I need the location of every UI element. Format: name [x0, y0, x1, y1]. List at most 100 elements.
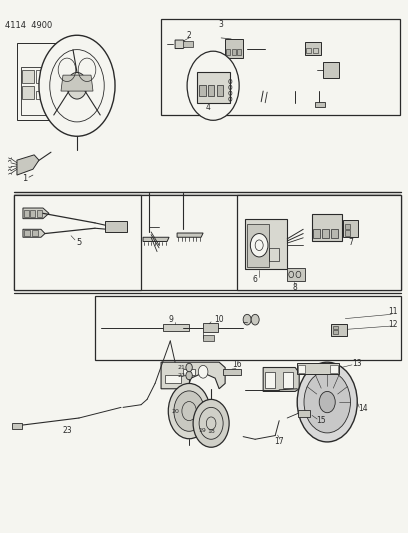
Bar: [333, 330, 339, 334]
Circle shape: [187, 51, 239, 120]
Text: 20: 20: [171, 409, 179, 414]
Bar: [223, 369, 241, 375]
Text: 18: 18: [207, 429, 215, 434]
Bar: [22, 70, 34, 83]
Bar: [330, 365, 338, 373]
Circle shape: [243, 314, 251, 325]
Bar: [208, 85, 214, 96]
Text: 6: 6: [253, 275, 257, 284]
Circle shape: [251, 314, 259, 325]
Text: 10: 10: [214, 315, 224, 324]
Bar: [343, 220, 359, 237]
Bar: [14, 195, 141, 290]
Circle shape: [168, 383, 210, 439]
Bar: [36, 91, 42, 99]
Polygon shape: [263, 368, 299, 391]
Bar: [226, 49, 231, 55]
Circle shape: [198, 366, 208, 378]
Text: 22: 22: [177, 373, 185, 378]
Bar: [203, 324, 218, 332]
Bar: [345, 224, 350, 229]
Text: 3: 3: [219, 20, 224, 29]
Bar: [217, 85, 223, 96]
Circle shape: [186, 371, 192, 379]
Text: 13: 13: [353, 359, 362, 368]
Bar: [163, 324, 189, 332]
Text: 17: 17: [274, 438, 284, 447]
Bar: [287, 268, 305, 281]
Polygon shape: [23, 208, 49, 219]
Text: 11: 11: [388, 307, 398, 316]
Bar: [331, 229, 338, 238]
Bar: [22, 86, 34, 99]
Bar: [245, 219, 287, 269]
Bar: [333, 326, 339, 329]
Text: 5: 5: [76, 238, 82, 247]
Bar: [203, 335, 214, 341]
Bar: [265, 372, 275, 387]
Circle shape: [304, 371, 350, 433]
Bar: [199, 85, 206, 96]
Text: 4114  4900: 4114 4900: [5, 21, 53, 30]
Bar: [105, 221, 127, 232]
Bar: [21, 67, 51, 115]
Circle shape: [193, 399, 229, 447]
Bar: [232, 49, 235, 55]
Bar: [17, 43, 85, 120]
Circle shape: [174, 391, 204, 431]
Circle shape: [39, 35, 115, 136]
Text: 12: 12: [388, 320, 398, 329]
Bar: [197, 72, 230, 103]
Bar: [12, 423, 22, 429]
Bar: [165, 375, 181, 383]
Text: 8: 8: [292, 283, 297, 292]
Polygon shape: [175, 40, 187, 49]
Text: 15: 15: [317, 416, 326, 425]
Circle shape: [251, 233, 268, 257]
Bar: [315, 102, 325, 107]
Bar: [313, 229, 320, 238]
Bar: [237, 49, 241, 55]
Bar: [298, 409, 310, 417]
Polygon shape: [61, 75, 93, 91]
Polygon shape: [23, 229, 45, 237]
Text: 4: 4: [206, 102, 211, 111]
Polygon shape: [177, 233, 203, 237]
Bar: [95, 296, 401, 360]
Bar: [14, 195, 401, 290]
Bar: [331, 324, 347, 336]
Circle shape: [319, 391, 335, 413]
Circle shape: [186, 364, 192, 372]
Bar: [55, 100, 62, 110]
Bar: [323, 62, 339, 78]
Text: 14: 14: [359, 405, 368, 414]
Bar: [283, 372, 293, 387]
Bar: [32, 230, 38, 236]
Bar: [53, 80, 81, 112]
Bar: [313, 48, 317, 53]
Bar: [36, 70, 48, 83]
Bar: [306, 48, 311, 53]
Text: 7: 7: [348, 238, 353, 247]
Bar: [30, 209, 35, 217]
Bar: [24, 230, 30, 236]
Text: 1: 1: [22, 174, 28, 183]
Bar: [237, 195, 401, 290]
Bar: [312, 214, 342, 241]
Bar: [298, 365, 305, 373]
Bar: [24, 209, 29, 217]
Bar: [305, 42, 321, 55]
Polygon shape: [143, 237, 169, 241]
Text: 23: 23: [62, 426, 72, 435]
Text: 19: 19: [198, 428, 206, 433]
Text: 21: 21: [177, 365, 185, 370]
Polygon shape: [17, 155, 39, 175]
Bar: [225, 39, 243, 58]
Text: 9: 9: [169, 315, 173, 324]
Text: 16: 16: [232, 360, 242, 369]
Bar: [247, 224, 269, 266]
Bar: [183, 41, 193, 47]
Bar: [269, 248, 279, 261]
Text: 2: 2: [187, 31, 191, 40]
Circle shape: [67, 72, 87, 99]
